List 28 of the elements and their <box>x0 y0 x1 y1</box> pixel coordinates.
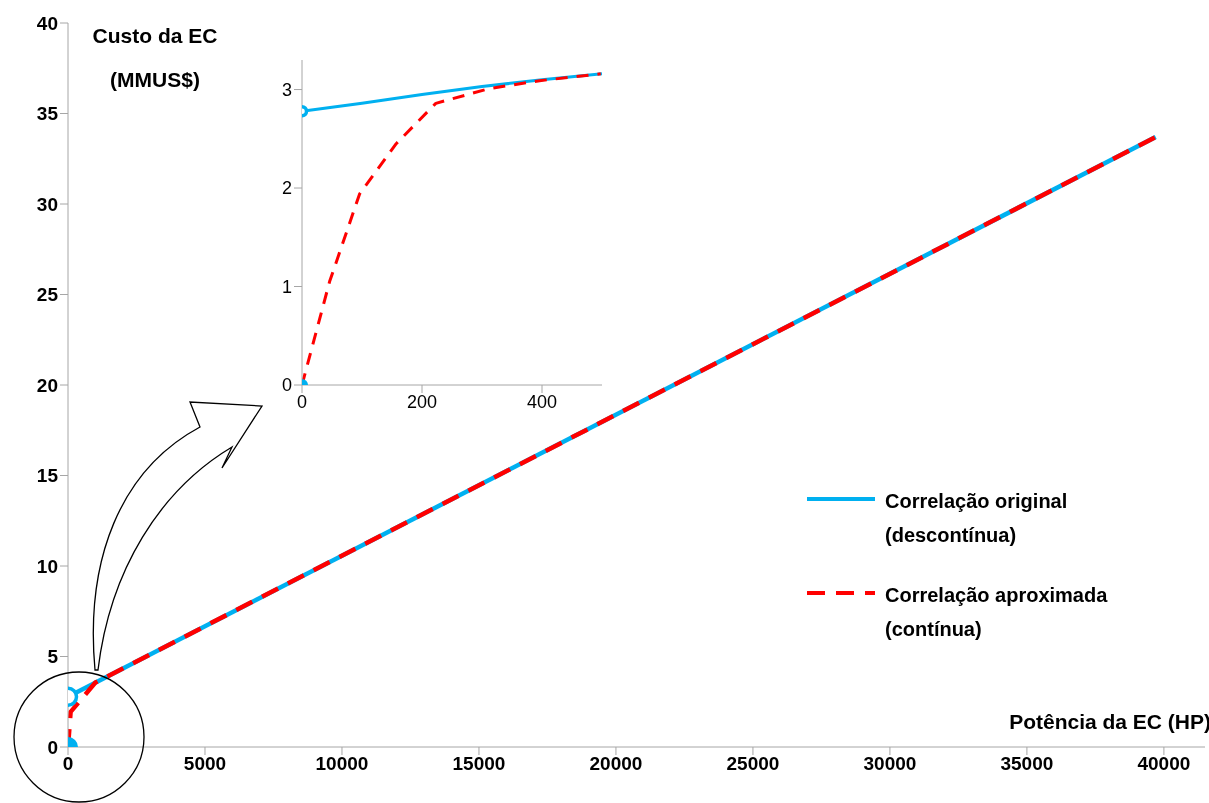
x-tick-label: 0 <box>296 391 308 412</box>
x-tick-label: 40000 <box>1137 753 1191 775</box>
y-tick-label: 2 <box>281 178 292 199</box>
x-tick-label: 400 <box>526 391 558 412</box>
y-tick-label: 25 <box>36 284 59 306</box>
x-tick-label: 20000 <box>589 753 643 775</box>
x-tick-label: 30000 <box>863 753 917 775</box>
y-tick-label: 0 <box>281 375 292 396</box>
y-tick-label: 30 <box>36 193 58 215</box>
y-tick-label: 5 <box>47 646 59 668</box>
y-axis-title: Custo da EC (MMUS$) <box>91 23 219 93</box>
x-tick-label: 200 <box>406 391 438 412</box>
x-tick-label: 5000 <box>183 753 227 775</box>
y-tick-label: 15 <box>36 465 59 487</box>
x-tick-label: 0 <box>62 753 74 775</box>
y-tick-label: 40 <box>36 12 58 34</box>
y-tick-label: 1 <box>281 276 292 297</box>
y-tick-label: 0 <box>47 736 58 758</box>
x-tick-label: 10000 <box>315 753 369 775</box>
x-tick-label: 25000 <box>726 753 780 775</box>
legend-label: Correlação original (descontínua) <box>885 489 1068 548</box>
x-tick-label: 15000 <box>452 753 506 775</box>
y-tick-label: 10 <box>36 555 58 577</box>
y-tick-label: 35 <box>36 103 59 125</box>
y-tick-label: 20 <box>36 374 58 396</box>
y-tick-label: 3 <box>281 79 292 100</box>
legend-label: Correlação aproximada (contínua) <box>885 583 1108 642</box>
x-tick-label: 35000 <box>1000 753 1054 775</box>
